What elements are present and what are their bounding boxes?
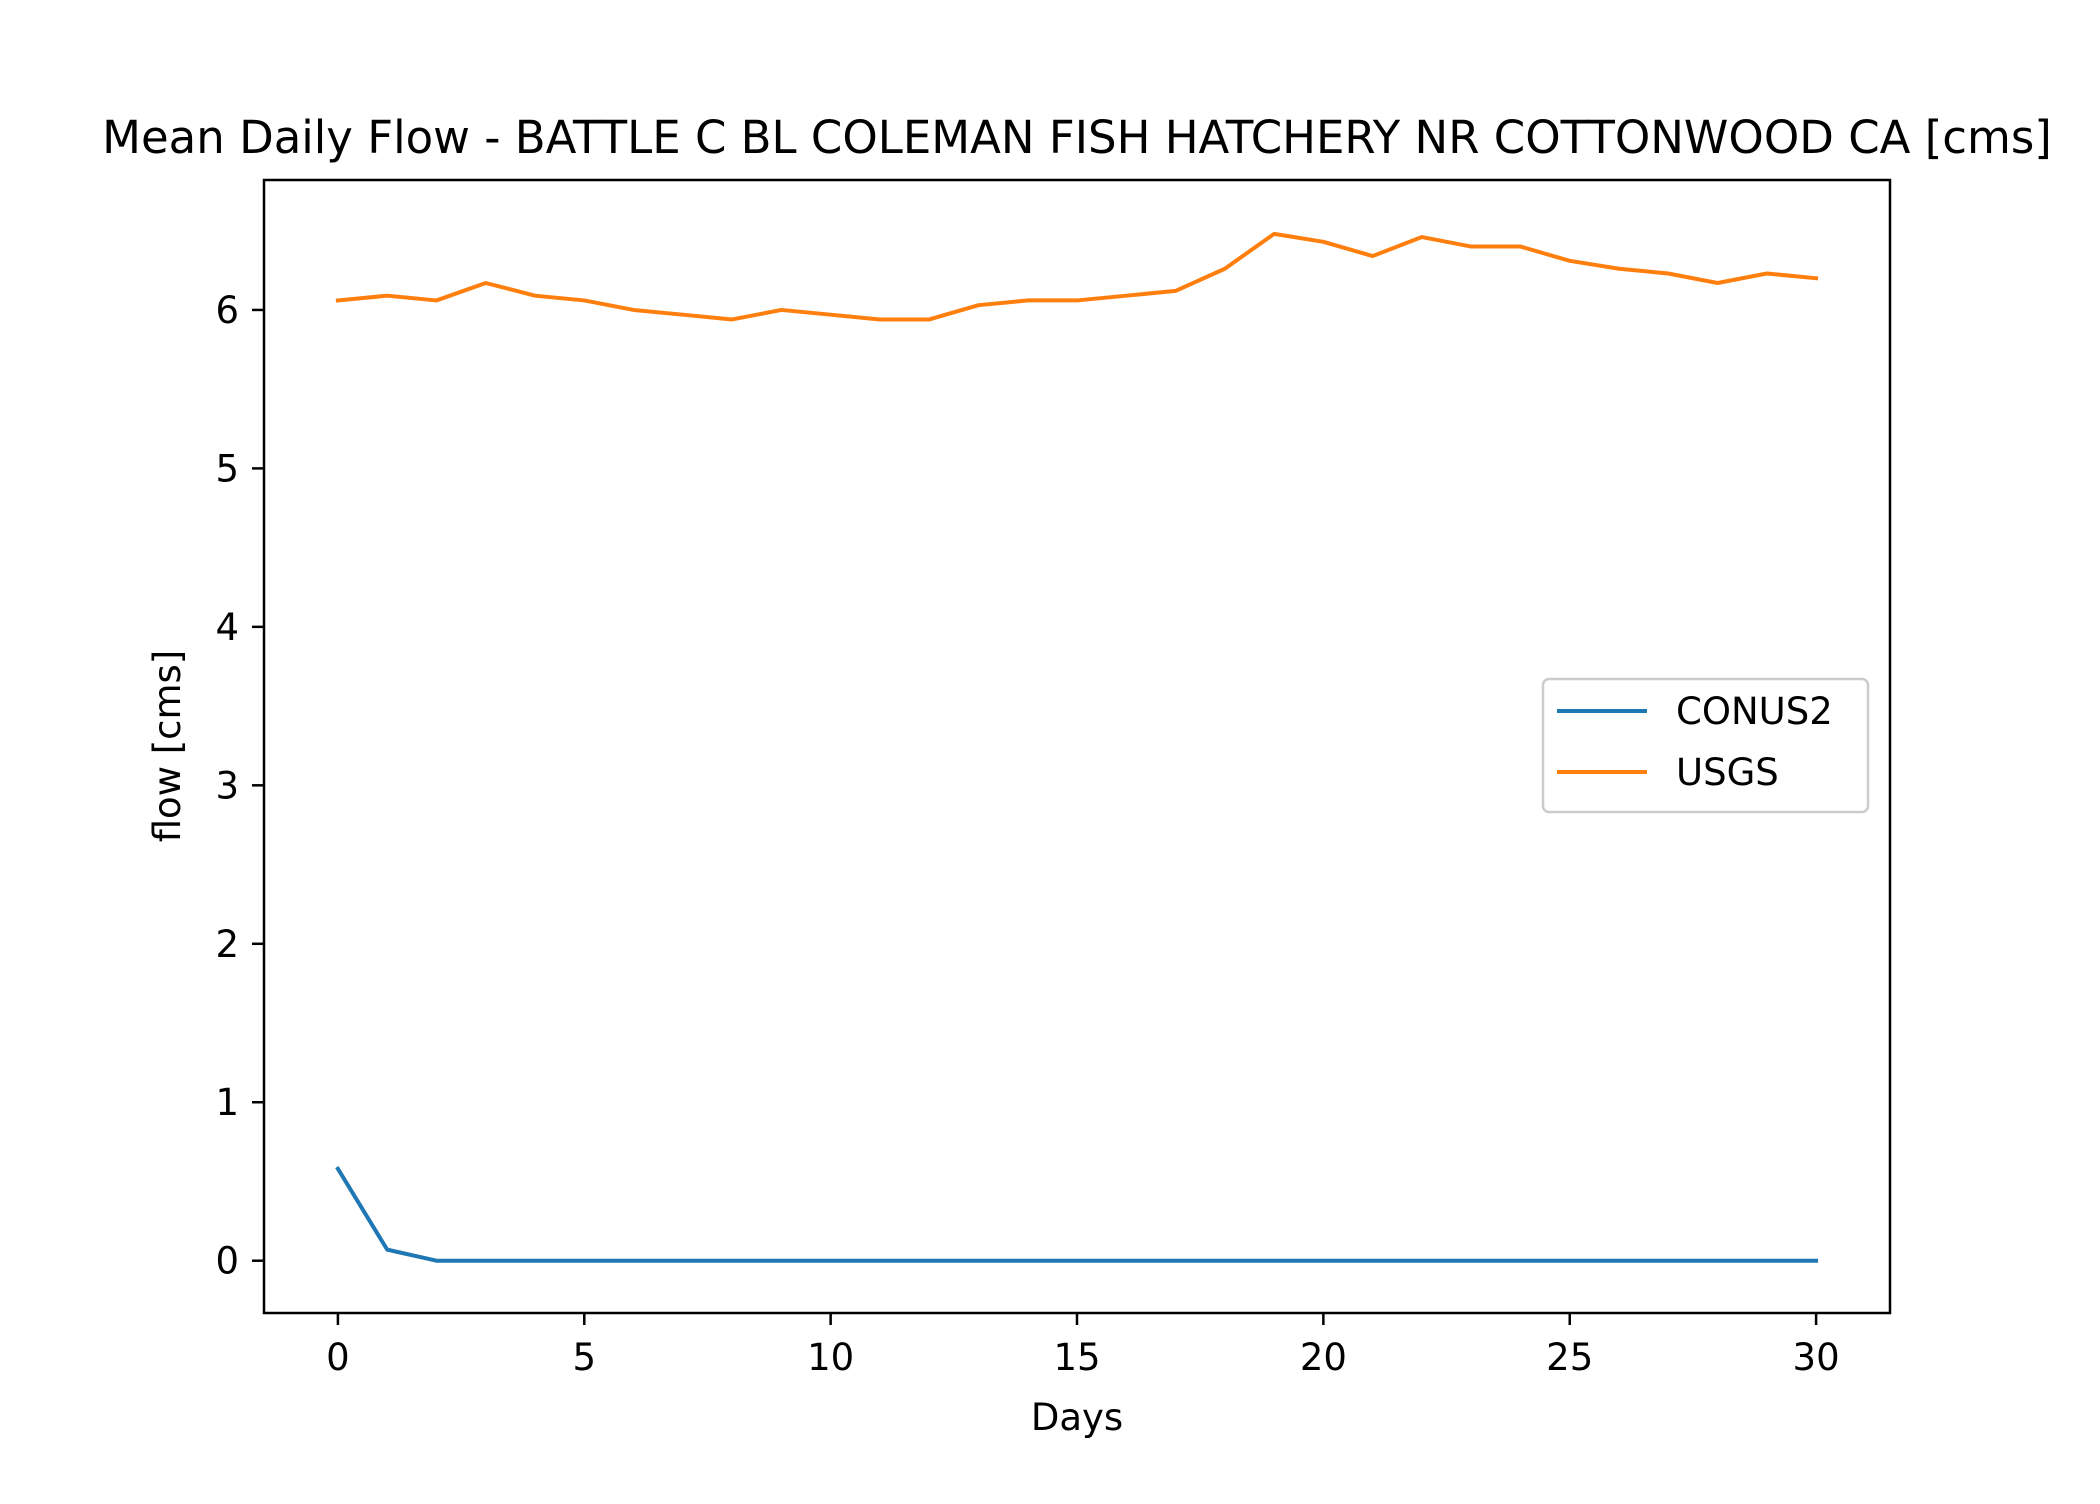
x-tick-label: 10: [807, 1336, 854, 1379]
x-axis-label: Days: [1031, 1396, 1123, 1439]
y-tick-label: 6: [215, 289, 239, 332]
x-tick-label: 30: [1793, 1336, 1840, 1379]
legend: CONUS2 USGS: [1541, 677, 1870, 814]
y-tick-label: 4: [215, 606, 239, 649]
x-tick-label: 5: [572, 1336, 596, 1379]
series-line-conus2: [335, 1166, 1819, 1263]
plot-marks: [335, 231, 1819, 1263]
x-tick-label: 0: [326, 1336, 350, 1379]
chart-title: Mean Daily Flow - BATTLE C BL COLEMAN FI…: [102, 111, 2052, 164]
series-line-usgs: [335, 231, 1819, 322]
x-tick-label: 15: [1053, 1336, 1100, 1379]
y-tick-label: 3: [215, 764, 239, 807]
y-tick-label: 1: [215, 1081, 239, 1124]
y-axis: 0 1 2 3 4 5 6: [215, 289, 264, 1283]
x-axis: 0 5 10 15 20 25 30: [326, 1313, 1840, 1379]
y-axis-label: flow [cms]: [146, 650, 189, 843]
y-tick-label: 2: [215, 923, 239, 966]
x-tick-label: 20: [1300, 1336, 1347, 1379]
legend-label-conus2: CONUS2: [1676, 690, 1833, 733]
y-tick-label: 5: [215, 447, 239, 490]
y-tick-label: 0: [215, 1240, 239, 1283]
legend-label-usgs: USGS: [1676, 751, 1779, 794]
x-tick-label: 25: [1546, 1336, 1593, 1379]
